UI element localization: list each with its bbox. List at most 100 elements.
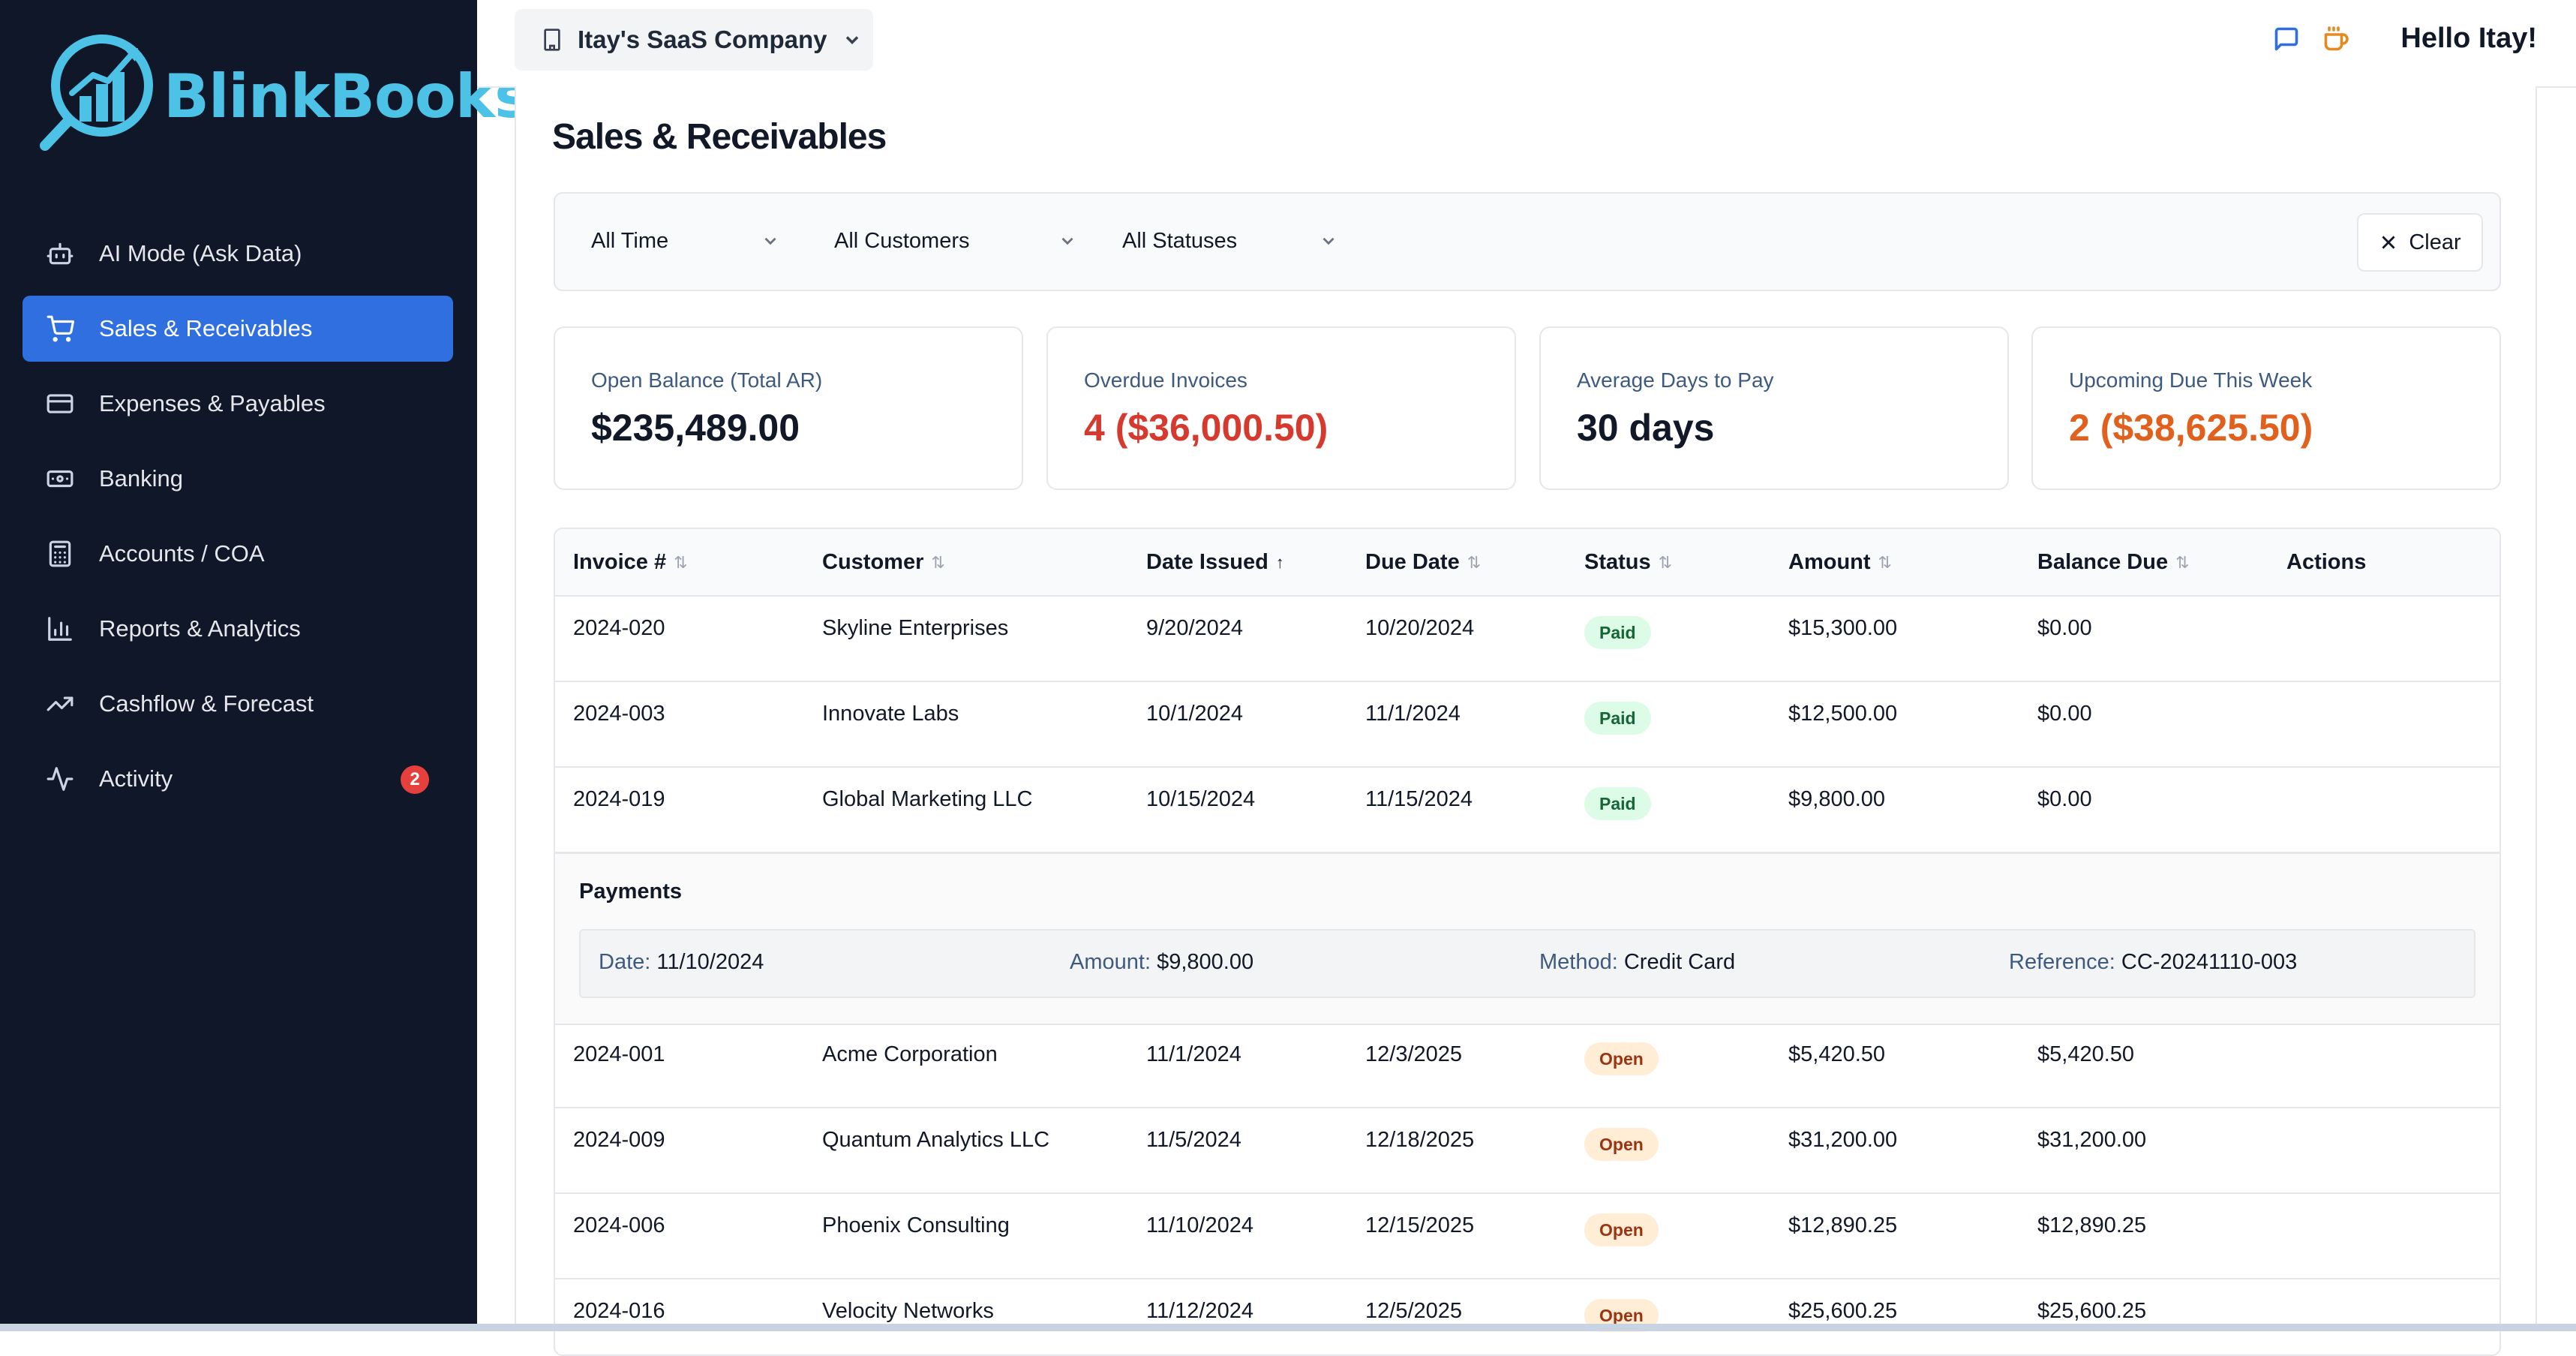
customer-filter-value: All Customers	[834, 228, 970, 253]
column-header-date-issued[interactable]: Date Issued ↑	[1146, 550, 1284, 575]
due-date: 12/5/2025	[1365, 1299, 1463, 1323]
date-issued: 11/10/2024	[1146, 1213, 1253, 1237]
balance-due: $25,600.25	[2037, 1299, 2147, 1323]
payment-reference-label: Reference:	[2009, 950, 2115, 974]
payment-amount-label: Amount:	[1070, 950, 1151, 974]
amount: $12,890.25	[1788, 1213, 1898, 1237]
invoice-number: 2024-001	[573, 1042, 665, 1066]
kpi-card-overdue-invoices: Overdue Invoices 4 ($36,000.50)	[1046, 326, 1516, 490]
column-header-amount[interactable]: Amount ⇅	[1788, 550, 1892, 575]
table-row[interactable]: 2024-020 Skyline Enterprises 9/20/2024 1…	[555, 595, 2499, 682]
user-greeting: Hello Itay!	[2400, 23, 2537, 54]
column-header-actions: Actions	[2286, 550, 2366, 575]
balance-due: $31,200.00	[2037, 1128, 2147, 1152]
payment-reference: Reference: CC-20241110-003	[2009, 950, 2297, 975]
kpi-label: Average Days to Pay	[1577, 368, 1774, 392]
customer-filter-select[interactable]: All Customers	[816, 204, 1088, 278]
top-bar: Itay's SaaS Company Hello Itay!	[477, 0, 2576, 88]
time-filter-value: All Time	[591, 228, 669, 253]
sidebar-item-label: Activity	[99, 765, 173, 792]
coffee-icon[interactable]	[2322, 26, 2351, 54]
amount: $9,800.00	[1788, 787, 1886, 811]
sidebar-item-accounts-coa[interactable]: Accounts / COA	[23, 521, 453, 587]
app-logo[interactable]: BlinkBooks	[36, 32, 530, 159]
bar-chart-icon	[45, 614, 75, 644]
sidebar-item-reports-analytics[interactable]: Reports & Analytics	[23, 596, 453, 662]
invoice-number: 2024-020	[573, 616, 665, 640]
sidebar-item-ai-mode[interactable]: AI Mode (Ask Data)	[23, 221, 453, 287]
due-date: 12/18/2025	[1365, 1128, 1475, 1152]
customer-name: Global Marketing LLC	[822, 787, 1033, 811]
customer-name: Quantum Analytics LLC	[822, 1128, 1050, 1152]
table-row[interactable]: 2024-009 Quantum Analytics LLC 11/5/2024…	[555, 1107, 2499, 1194]
magnifier-chart-logo-icon	[40, 35, 153, 151]
sidebar-item-expenses-payables[interactable]: Expenses & Payables	[23, 371, 453, 437]
trending-up-icon	[45, 689, 75, 719]
date-issued: 11/12/2024	[1146, 1299, 1253, 1323]
window-bottom-edge	[477, 1324, 2576, 1331]
table-row[interactable]: 2024-003 Innovate Labs 10/1/2024 11/1/20…	[555, 681, 2499, 768]
sidebar-item-label: Banking	[99, 465, 184, 492]
sidebar-item-sales-receivables[interactable]: Sales & Receivables	[23, 296, 453, 362]
column-header-label: Invoice #	[573, 550, 667, 574]
kpi-label: Open Balance (Total AR)	[591, 368, 823, 392]
invoice-number: 2024-009	[573, 1128, 665, 1152]
payment-date: Date: 11/10/2024	[599, 950, 764, 975]
due-date: 12/15/2025	[1365, 1213, 1475, 1237]
amount: $31,200.00	[1788, 1128, 1898, 1152]
cart-icon	[45, 314, 75, 344]
time-filter-select[interactable]: All Time	[573, 204, 791, 278]
sidebar-bottom-strip	[0, 1324, 477, 1331]
kpi-value: 2 ($38,625.50)	[2069, 407, 2313, 449]
sidebar-item-cashflow-forecast[interactable]: Cashflow & Forecast	[23, 671, 453, 737]
clear-filters-button[interactable]: Clear	[2357, 213, 2483, 272]
clear-label: Clear	[2409, 230, 2461, 254]
payment-method-label: Method:	[1539, 950, 1618, 974]
invoices-table: Invoice # ⇅ Customer ⇅ Date Issued ↑ Due Da…	[554, 528, 2501, 1356]
table-row[interactable]: 2024-001 Acme Corporation 11/1/2024 12/3…	[555, 1021, 2499, 1108]
payment-date-value: 11/10/2024	[656, 950, 764, 974]
sidebar-item-banking[interactable]: Banking	[23, 446, 453, 512]
column-header-label: Customer	[822, 550, 924, 574]
payment-method: Method: Credit Card	[1539, 950, 1735, 975]
chat-icon[interactable]	[2273, 26, 2301, 54]
column-header-invoice[interactable]: Invoice # ⇅	[573, 550, 688, 575]
table-header: Invoice # ⇅ Customer ⇅ Date Issued ↑ Due Da…	[555, 529, 2499, 597]
app-logo-text: BlinkBooks	[164, 62, 530, 131]
kpi-value: $235,489.00	[591, 407, 800, 449]
customer-name: Innovate Labs	[822, 702, 959, 726]
column-header-balance-due[interactable]: Balance Due ⇅	[2037, 550, 2190, 575]
invoice-number: 2024-003	[573, 702, 665, 726]
amount: $12,500.00	[1788, 702, 1898, 726]
status-badge: Open	[1584, 1128, 1659, 1161]
date-issued: 10/15/2024	[1146, 787, 1256, 811]
date-issued: 11/1/2024	[1146, 1042, 1241, 1066]
amount: $5,420.50	[1788, 1042, 1886, 1066]
column-header-customer[interactable]: Customer ⇅	[822, 550, 945, 575]
sort-icon: ⇅	[1878, 552, 1892, 572]
payment-date-label: Date:	[599, 950, 651, 974]
balance-due: $0.00	[2037, 702, 2092, 726]
filter-bar: All Time All Customers All Statuses Clea…	[554, 192, 2501, 291]
status-filter-select[interactable]: All Statuses	[1104, 204, 1349, 278]
table-row[interactable]: 2024-019 Global Marketing LLC 10/15/2024…	[555, 766, 2499, 852]
sidebar-item-label: Expenses & Payables	[99, 390, 326, 416]
company-switcher[interactable]: Itay's SaaS Company	[515, 9, 873, 71]
table-row[interactable]: 2024-006 Phoenix Consulting 11/10/2024 1…	[555, 1192, 2499, 1279]
close-icon	[2382, 236, 2395, 249]
column-header-label: Amount	[1788, 550, 1871, 574]
table-row[interactable]: 2024-016 Velocity Networks 11/12/2024 12…	[555, 1278, 2499, 1354]
due-date: 11/15/2024	[1365, 787, 1473, 811]
status-filter-value: All Statuses	[1122, 228, 1238, 253]
page-title: Sales & Receivables	[552, 117, 887, 157]
kpi-card-upcoming-due: Upcoming Due This Week 2 ($38,625.50)	[2031, 326, 2501, 490]
column-header-status[interactable]: Status ⇅	[1584, 550, 1672, 575]
column-header-label: Actions	[2286, 550, 2367, 574]
chevron-down-icon	[1319, 231, 1338, 251]
status-badge: Paid	[1584, 616, 1651, 649]
chevron-down-icon	[761, 231, 780, 251]
sort-icon: ⇅	[2175, 552, 2190, 572]
column-header-due-date[interactable]: Due Date ⇅	[1365, 550, 1481, 575]
sidebar-item-activity[interactable]: Activity 2	[23, 746, 453, 812]
column-header-label: Balance Due	[2037, 550, 2169, 574]
